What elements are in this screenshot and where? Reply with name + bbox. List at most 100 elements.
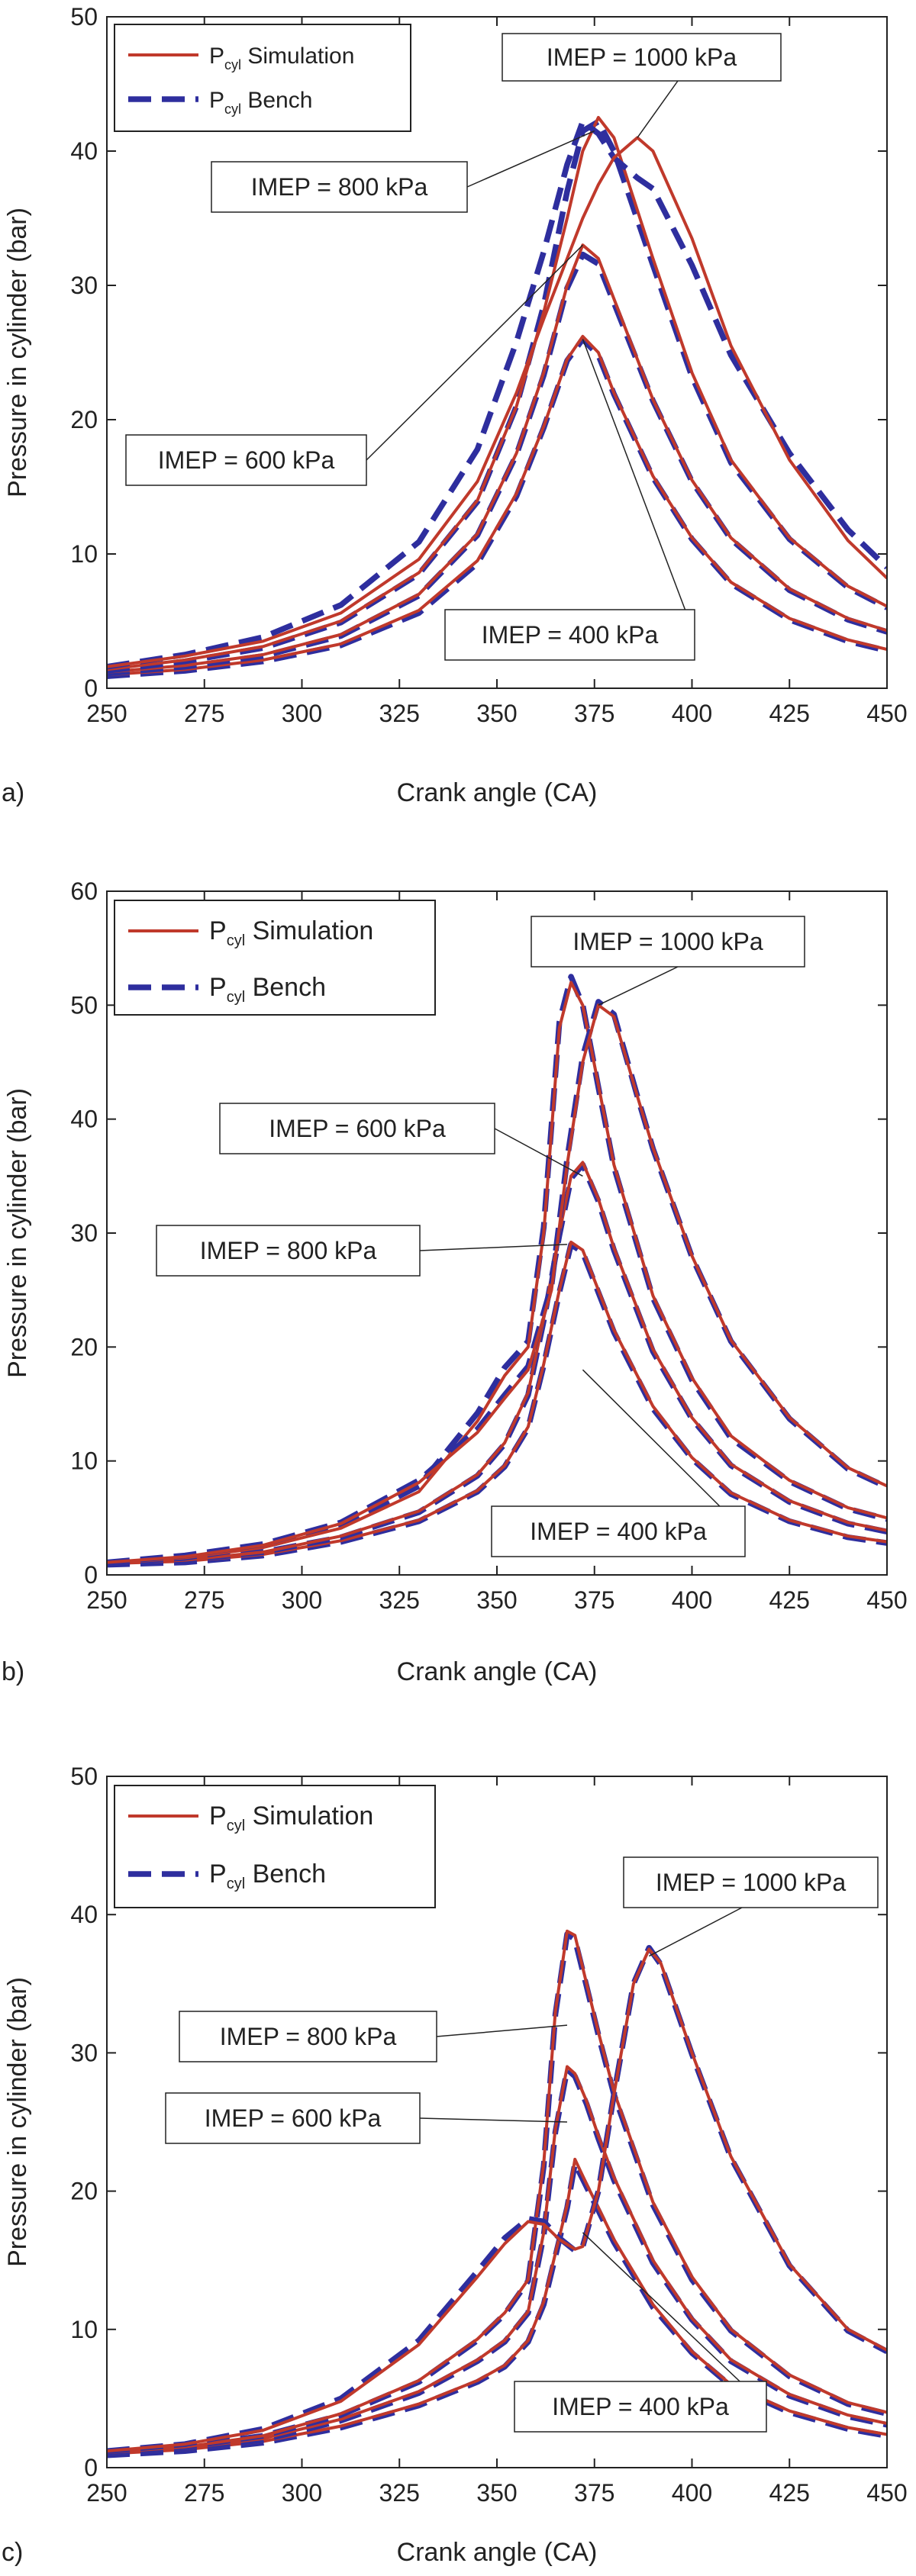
panel-label: b)	[2, 1657, 24, 1686]
annotation-2: IMEP = 800 kPa	[179, 2011, 568, 2062]
chart-panel-a: 250 275 300 325 350 375 400 425 450 0 10 20 30 40 50 Cr…	[2, 3, 908, 807]
simulation-line-2	[107, 2065, 887, 2455]
annotation-box	[219, 1103, 495, 1154]
legend-label: Pcyl Simulation	[209, 916, 373, 949]
y-tick-label: 50	[70, 1763, 98, 1790]
y-tick-label: 10	[70, 1447, 98, 1475]
chart-panel-b: 250 275 300 325 350 375 400 425 450 0 10 20 30 40 50 60…	[2, 877, 908, 1686]
x-tick-label: 300	[282, 700, 322, 727]
y-tick-label: 30	[70, 2039, 98, 2066]
legend-box	[114, 900, 436, 1016]
x-tick-label: 375	[574, 2479, 614, 2507]
x-tick-label: 325	[379, 1586, 420, 1614]
x-tick-label: 375	[574, 700, 614, 727]
legend-label: Pcyl Simulation	[209, 1802, 373, 1834]
annotation-1: IMEP = 1000 kPa	[623, 1856, 879, 1957]
y-axis-label: Pressure in cylinder (bar)	[3, 1977, 32, 2267]
y-tick-label: 10	[70, 540, 98, 568]
legend-label-sub: cyl	[227, 989, 245, 1006]
simulation-line-1	[107, 1240, 887, 1566]
plot-area	[107, 116, 887, 679]
annotation-3: IMEP = 800 kPa	[156, 1225, 568, 1277]
annotation-4: IMEP = 400 kPa	[444, 339, 695, 661]
simulation-line-4	[107, 1003, 887, 1564]
annotation-label: IMEP = 800 kPa	[220, 2023, 397, 2050]
annotation-box	[211, 161, 468, 213]
chart-panel-c: 250 275 300 325 350 375 400 425 450 0 10 20 30 40 50 Cr…	[2, 1763, 908, 2567]
y-tick-label: 40	[70, 1901, 98, 1928]
annotation-label: IMEP = 1000 kPa	[547, 43, 737, 71]
annotation-1: IMEP = 1000 kPa	[502, 33, 782, 138]
annotation-box	[623, 1856, 879, 1908]
annotation-label: IMEP = 800 kPa	[200, 1237, 377, 1264]
annotation-leader	[419, 1244, 568, 1251]
plot-area	[107, 974, 887, 1568]
annotation-label: IMEP = 400 kPa	[530, 1518, 707, 1545]
legend-label-sub: cyl	[224, 101, 241, 117]
simulation-line-3	[107, 980, 887, 1566]
x-tick-label: 250	[86, 700, 127, 727]
annotation-box	[444, 609, 695, 661]
annotation-3: IMEP = 600 kPa	[165, 2092, 567, 2144]
y-tick-label: 50	[70, 3, 98, 31]
annotation-box	[165, 2092, 421, 2144]
simulation-line-1	[107, 2157, 887, 2455]
x-tick-label: 325	[379, 700, 420, 727]
simulation-line-2	[107, 1161, 887, 1566]
legend-label-sub: cyl	[227, 1818, 245, 1834]
y-tick-label: 10	[70, 2316, 98, 2343]
annotation-leader	[637, 80, 679, 138]
y-tick-label: 0	[84, 1561, 98, 1589]
legend-label: Pcyl Simulation	[209, 43, 354, 72]
legend-label-suffix: Bench	[245, 973, 326, 1002]
x-tick-label: 275	[184, 700, 224, 727]
x-tick-label: 400	[672, 1586, 712, 1614]
annotation-leader	[494, 1128, 583, 1177]
annotation-leader	[436, 2024, 568, 2037]
legend-label-suffix: Bench	[241, 88, 312, 113]
x-tick-label: 275	[184, 2479, 224, 2507]
annotation-leader	[466, 130, 595, 188]
legend-label-base: P	[209, 916, 227, 945]
annotation-leader	[419, 2117, 567, 2123]
annotation-box	[502, 33, 782, 82]
legend-label-base: P	[209, 973, 227, 1002]
legend-label-sub: cyl	[227, 1876, 245, 1892]
legend-label-suffix: Bench	[245, 1860, 326, 1889]
annotation-box	[491, 1505, 746, 1557]
y-tick-label: 50	[70, 991, 98, 1019]
x-tick-label: 325	[379, 2479, 420, 2507]
annotation-leader	[582, 339, 695, 636]
legend-label-base: P	[209, 1860, 227, 1889]
panel-label: a)	[2, 778, 24, 807]
annotation-label: IMEP = 800 kPa	[251, 173, 428, 201]
x-tick-label: 400	[672, 2479, 712, 2507]
legend-label-sub: cyl	[224, 57, 241, 72]
y-tick-label: 40	[70, 1106, 98, 1133]
legend-label: Pcyl Bench	[209, 973, 326, 1006]
annotation-leader	[582, 1369, 746, 1532]
bench-line-1	[107, 2160, 887, 2458]
x-tick-label: 450	[866, 700, 907, 727]
annotation-box	[531, 916, 805, 968]
legend-label-suffix: Simulation	[245, 1802, 373, 1831]
annotation-box	[179, 2011, 437, 2062]
legend-label-base: P	[209, 88, 224, 113]
x-tick-label: 425	[769, 700, 810, 727]
simulation-line-3	[107, 116, 887, 671]
x-tick-label: 425	[769, 1586, 810, 1614]
y-axis-label: Pressure in cylinder (bar)	[3, 208, 32, 497]
y-tick-label: 0	[84, 675, 98, 702]
x-axis-label: Crank angle (CA)	[397, 778, 598, 807]
annotation-1: IMEP = 1000 kPa	[531, 916, 805, 1006]
legend-label-base: P	[209, 43, 224, 69]
x-tick-label: 300	[282, 2479, 322, 2507]
x-tick-label: 350	[476, 700, 517, 727]
x-tick-label: 300	[282, 1586, 322, 1614]
simulation-line-2	[107, 243, 887, 674]
annotation-label: IMEP = 600 kPa	[205, 2104, 382, 2132]
y-tick-label: 0	[84, 2454, 98, 2481]
